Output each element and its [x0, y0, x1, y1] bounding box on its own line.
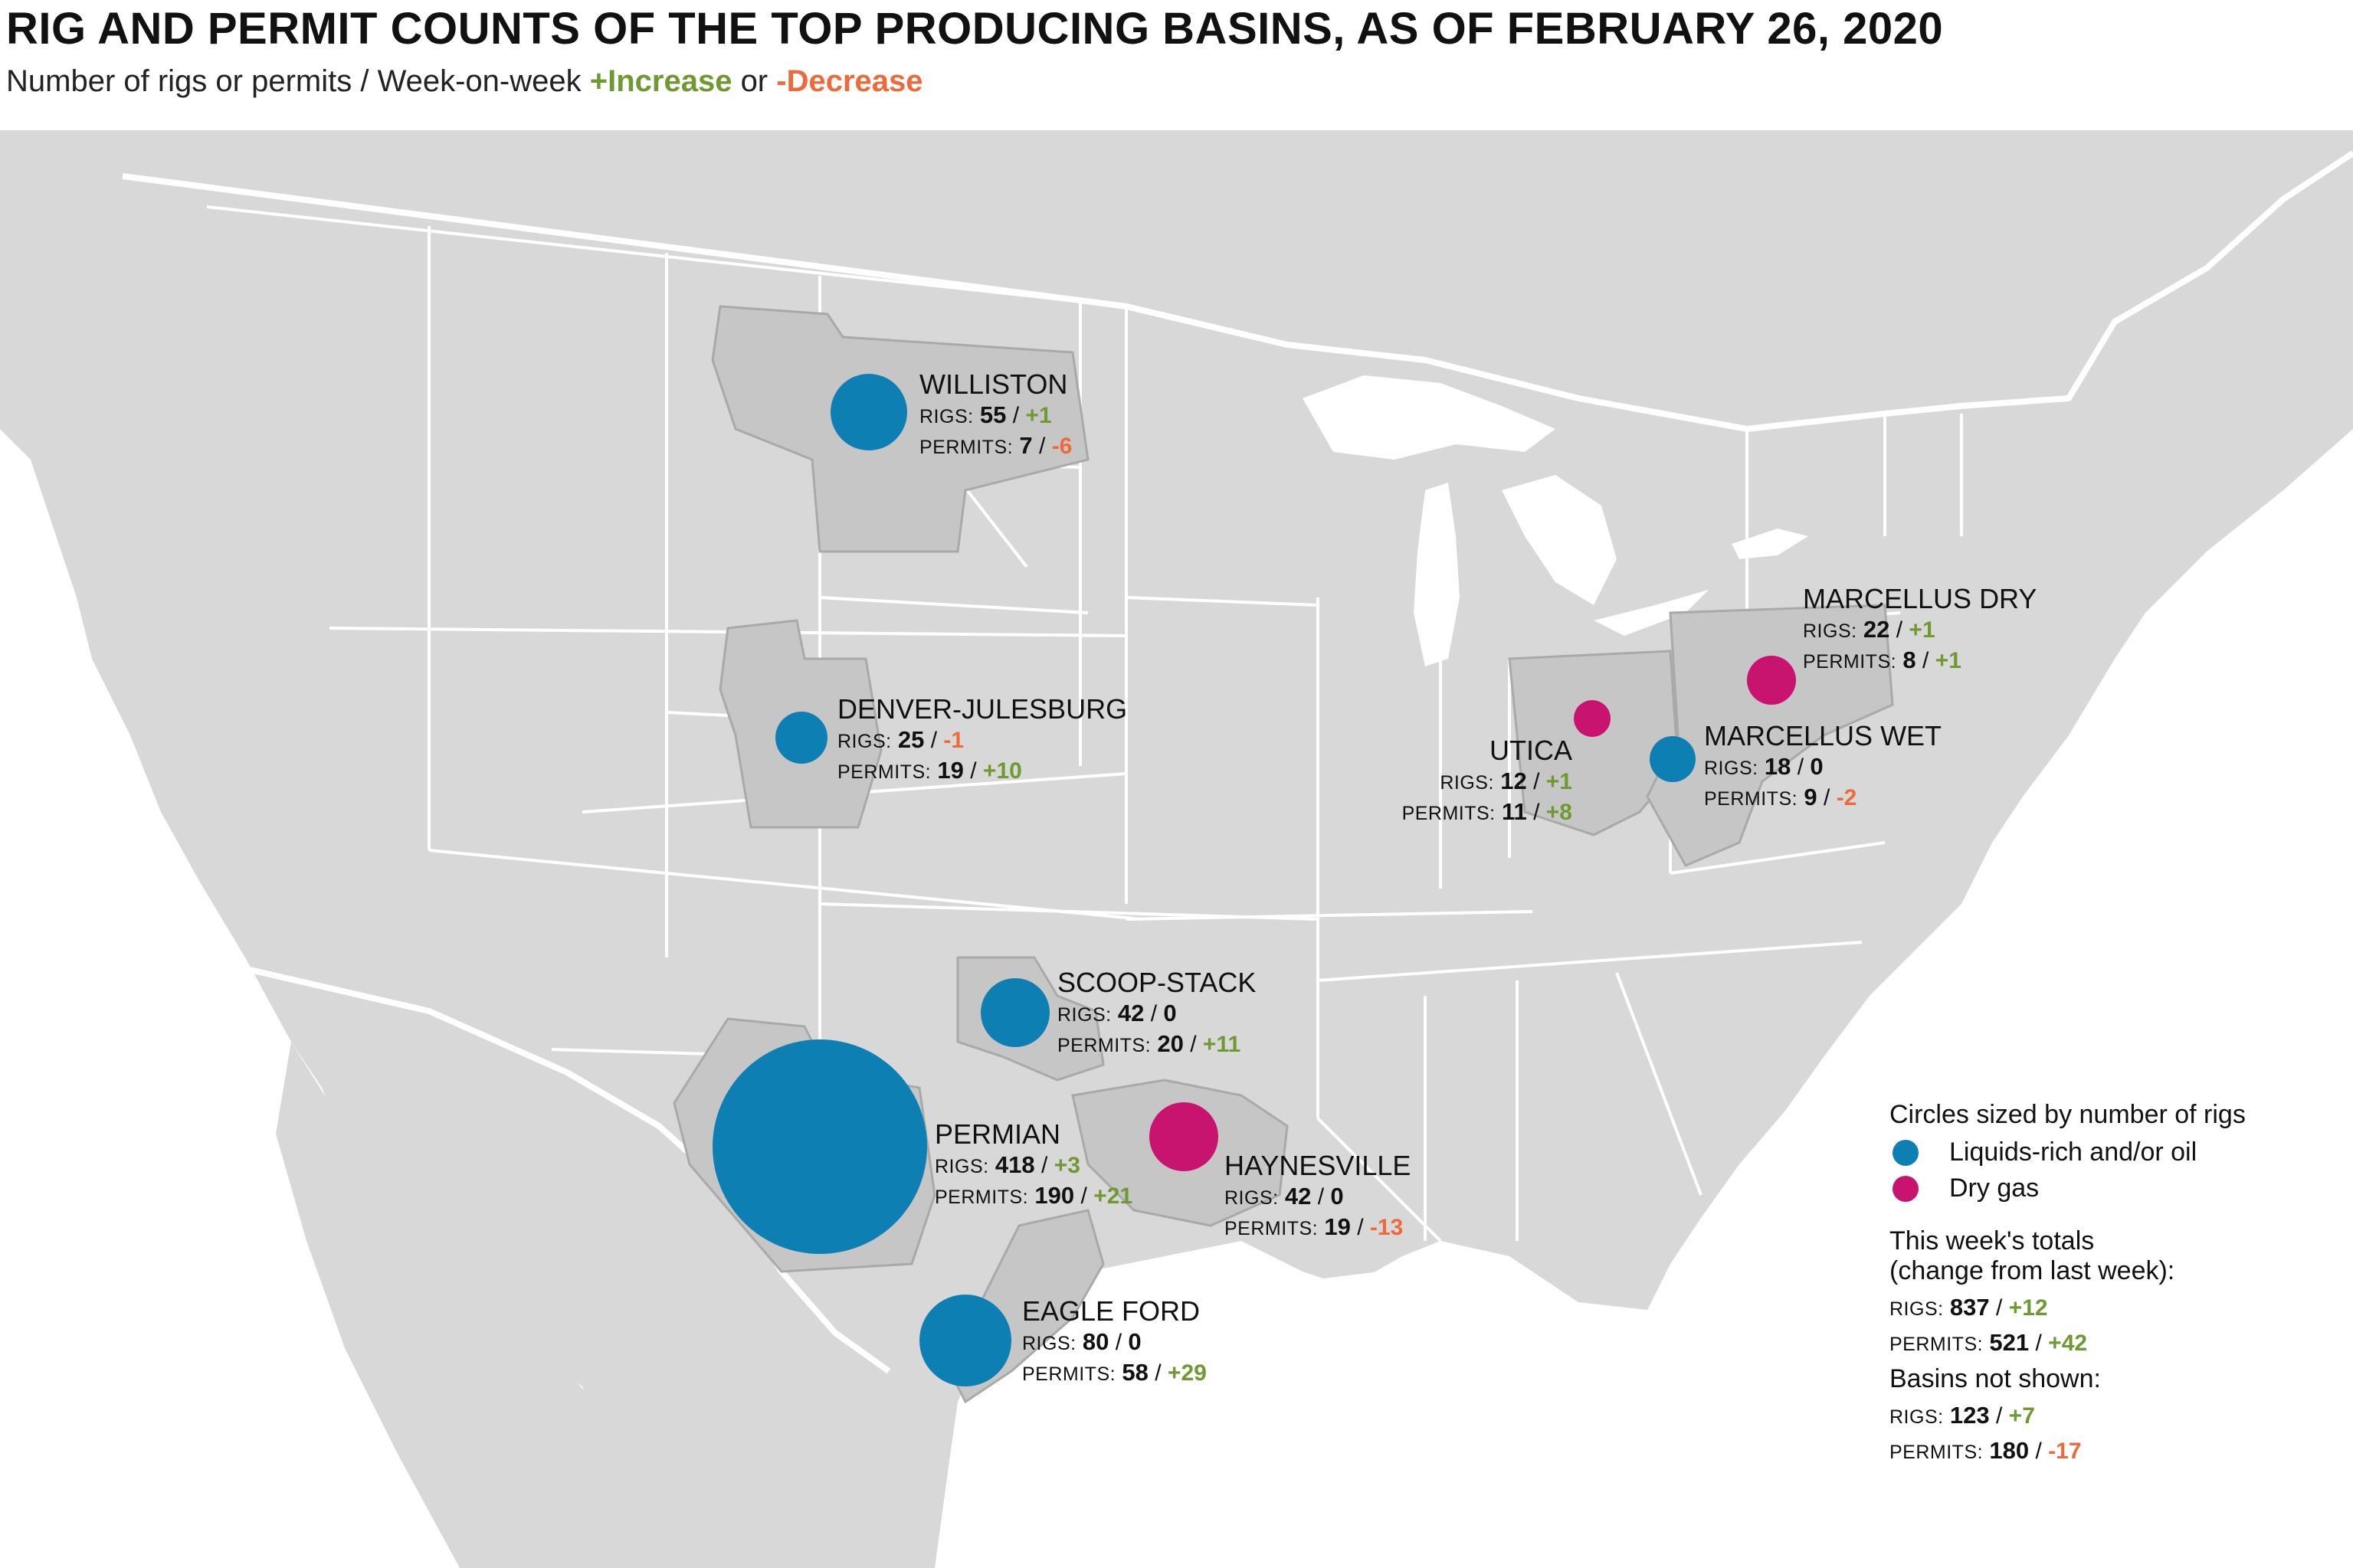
eagle-ford-permits: PERMITS: 58 / +29 [1022, 1359, 1207, 1386]
marcellus-wet-bubble[interactable] [1650, 736, 1696, 782]
lake-superior [1303, 375, 1555, 460]
not-shown-permits: PERMITS: 180 / -17 [1889, 1437, 2082, 1464]
scoop-stack-permits: PERMITS: 20 / +11 [1057, 1030, 1241, 1057]
utica-rigs: RIGS: 12 / +1 [1440, 768, 1572, 794]
state-borders [206, 205, 1963, 1242]
decrease-key: -Decrease [776, 64, 923, 98]
totals-heading-1: This week's totals [1889, 1226, 2095, 1255]
haynesville-rigs: RIGS: 42 / 0 [1224, 1183, 1344, 1210]
haynesville-bubble[interactable] [1149, 1102, 1218, 1171]
permian-name: PERMIAN [935, 1118, 1061, 1150]
pacific-water [0, 429, 268, 1072]
subtitle-text: Number of rigs or permits / Week-on-week [6, 64, 582, 98]
label-haynesville: HAYNESVILLE RIGS: 42 / 0 PERMITS: 19 / -… [1224, 1152, 1411, 1246]
totals-rigs: RIGS: 837 / +12 [1889, 1294, 2048, 1321]
liquids-label: Liquids-rich and/or oil [1949, 1138, 2197, 1167]
label-marcellus-dry: MARCELLUS DRY RIGS: 22 / +1 PERMITS: 8 /… [1803, 585, 2037, 679]
label-denver-julesburg: DENVER-JULESBURG RIGS: 25 / -1 PERMITS: … [837, 696, 1127, 789]
dry-gas-label: Dry gas [1949, 1174, 2040, 1203]
legend-item-liquids: Liquids-rich and/or oil [1889, 1138, 2246, 1167]
williston-name: WILLISTON [919, 368, 1068, 400]
haynesville-permits: PERMITS: 19 / -13 [1224, 1213, 1404, 1240]
atlantic-water [1732, 536, 2353, 1568]
marcellus-dry-permits: PERMITS: 8 / +1 [1803, 647, 1961, 673]
increase-key: +Increase [589, 64, 732, 98]
marcellus-wet-name: MARCELLUS WET [1704, 720, 1942, 751]
mexico-land [276, 1042, 690, 1568]
not-shown-heading: Basins not shown: [1889, 1364, 2101, 1393]
liquids-dot-icon [1893, 1139, 1919, 1166]
denver-julesburg-bubble[interactable] [775, 712, 827, 764]
scoop-stack-rigs: RIGS: 42 / 0 [1057, 1000, 1177, 1026]
label-williston: WILLISTON RIGS: 55 / +1 PERMITS: 7 / -6 [919, 371, 1072, 464]
canada-border [122, 150, 2353, 432]
legend-item-dry-gas: Dry gas [1889, 1174, 2246, 1203]
label-marcellus-wet: MARCELLUS WET RIGS: 18 / 0 PERMITS: 9 / … [1704, 722, 1942, 816]
totals-permits: PERMITS: 521 / +42 [1889, 1329, 2088, 1356]
utica-bubble[interactable] [1574, 700, 1611, 737]
dj-permits: PERMITS: 19 / +10 [837, 757, 1022, 784]
label-utica: UTICA RIGS: 12 / +1 PERMITS: 11 / +8 [1396, 737, 1572, 830]
not-shown-rigs: RIGS: 123 / +7 [1889, 1402, 2035, 1429]
permian-rigs: RIGS: 418 / +3 [935, 1151, 1080, 1178]
land-mass [0, 130, 2353, 1568]
williston-bubble[interactable] [831, 374, 907, 450]
scoop-stack-bubble[interactable] [981, 978, 1050, 1047]
lake-erie [1594, 590, 1709, 636]
label-scoop-stack: SCOOP-STACK RIGS: 42 / 0 PERMITS: 20 / +… [1057, 969, 1256, 1062]
marcellus-dry-rigs: RIGS: 22 / +1 [1803, 616, 1935, 643]
lake-huron [1502, 475, 1617, 605]
dj-name: DENVER-JULESBURG [837, 693, 1128, 725]
eagle-ford-name: EAGLE FORD [1022, 1295, 1201, 1327]
basin-bubbles [713, 374, 1796, 1386]
eagle-ford-rigs: RIGS: 80 / 0 [1022, 1328, 1142, 1355]
utica-permits: PERMITS: 11 / +8 [1401, 798, 1572, 825]
gulf-water [958, 1256, 1686, 1568]
scoop-stack-name: SCOOP-STACK [1057, 967, 1257, 998]
lake-michigan [1414, 483, 1460, 666]
map-title: RIG AND PERMIT COUNTS OF THE TOP PRODUCI… [6, 4, 1944, 54]
permian-permits: PERMITS: 190 / +21 [935, 1182, 1133, 1209]
marcellus-wet-rigs: RIGS: 18 / 0 [1704, 753, 1824, 780]
williston-permits: PERMITS: 7 / -6 [919, 432, 1073, 459]
us-map [0, 130, 2353, 1568]
dj-rigs: RIGS: 25 / -1 [837, 726, 965, 753]
williston-rigs: RIGS: 55 / +1 [919, 401, 1052, 428]
map-subtitle: Number of rigs or permits / Week-on-week… [6, 64, 923, 99]
label-permian: PERMIAN RIGS: 418 / +3 PERMITS: 190 / +2… [935, 1121, 1132, 1214]
utica-name: UTICA [1489, 735, 1572, 766]
haynesville-name: HAYNESVILLE [1224, 1150, 1411, 1181]
or-text: or [740, 64, 768, 98]
eagle-ford-bubble[interactable] [919, 1295, 1011, 1386]
legend: Circles sized by number of rigs Liquids-… [1889, 1100, 2246, 1472]
marcellus-dry-name: MARCELLUS DRY [1803, 583, 2037, 614]
marcellus-dry-bubble[interactable] [1747, 656, 1796, 705]
label-eagle-ford: EAGLE FORD RIGS: 80 / 0 PERMITS: 58 / +2… [1022, 1298, 1207, 1391]
dry-gas-dot-icon [1893, 1175, 1919, 1202]
marcellus-wet-permits: PERMITS: 9 / -2 [1704, 784, 1857, 810]
utica-basin-area [1508, 650, 1680, 836]
totals-heading-2: (change from last week): [1889, 1256, 2175, 1285]
legend-heading: Circles sized by number of rigs [1889, 1100, 2246, 1129]
permian-bubble[interactable] [713, 1039, 927, 1254]
lake-ontario [1732, 529, 1808, 559]
